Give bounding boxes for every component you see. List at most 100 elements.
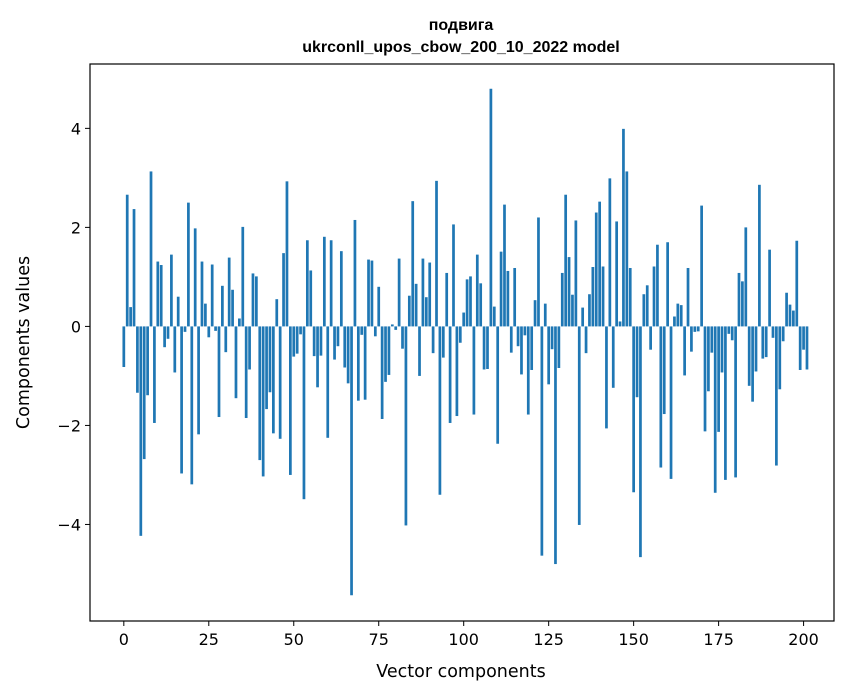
bar-32 bbox=[231, 289, 234, 327]
bar-95 bbox=[445, 272, 449, 327]
bar-144 bbox=[611, 326, 615, 388]
bar-87 bbox=[418, 326, 421, 376]
bar-72 bbox=[367, 259, 370, 327]
bar-82 bbox=[401, 326, 404, 349]
bar-194 bbox=[781, 326, 785, 342]
x-tick-label: 125 bbox=[533, 630, 564, 649]
bar-66 bbox=[346, 326, 350, 384]
bar-175 bbox=[717, 326, 720, 432]
bar-70 bbox=[360, 326, 364, 335]
bar-76 bbox=[380, 326, 384, 419]
bar-43 bbox=[268, 326, 272, 393]
bar-97 bbox=[452, 224, 455, 327]
bar-100 bbox=[462, 312, 466, 327]
bar-15 bbox=[173, 326, 177, 373]
x-tick-label: 200 bbox=[788, 630, 819, 649]
bar-74 bbox=[373, 326, 377, 337]
bar-5 bbox=[139, 326, 143, 536]
bar-102 bbox=[469, 276, 472, 327]
bar-60 bbox=[326, 326, 330, 438]
bar-79 bbox=[390, 324, 394, 327]
bar-139 bbox=[594, 212, 598, 327]
chart-title-line1: подвига bbox=[429, 17, 494, 34]
bar-129 bbox=[560, 272, 564, 327]
bar-163 bbox=[676, 303, 680, 327]
bar-80 bbox=[394, 326, 398, 330]
bar-154 bbox=[645, 285, 649, 327]
bar-127 bbox=[554, 326, 557, 565]
bar-93 bbox=[438, 326, 442, 495]
bar-55 bbox=[309, 270, 313, 327]
bar-140 bbox=[598, 201, 602, 327]
bar-189 bbox=[764, 326, 768, 358]
bar-173 bbox=[710, 326, 714, 353]
bar-103 bbox=[472, 326, 476, 415]
bar-65 bbox=[343, 326, 347, 368]
bar-83 bbox=[404, 326, 408, 526]
bar-12 bbox=[163, 326, 166, 348]
bar-47 bbox=[282, 253, 285, 327]
bar-196 bbox=[788, 304, 792, 327]
bar-63 bbox=[336, 326, 340, 347]
bar-45 bbox=[275, 299, 279, 327]
bar-193 bbox=[778, 326, 782, 390]
bar-10 bbox=[156, 261, 160, 327]
x-tick-label: 175 bbox=[703, 630, 734, 649]
bar-19 bbox=[187, 202, 190, 327]
x-tick-label: 0 bbox=[119, 630, 129, 649]
bar-160 bbox=[666, 242, 669, 327]
bar-23 bbox=[200, 261, 204, 327]
bar-56 bbox=[312, 326, 316, 357]
bar-8 bbox=[149, 171, 153, 327]
bar-37 bbox=[248, 326, 251, 370]
bar-141 bbox=[601, 266, 605, 327]
x-axis-ticks: 0 25 50 75 100 125 150 175 200 bbox=[119, 621, 819, 649]
y-tick-label: 2 bbox=[71, 218, 81, 237]
bar-25 bbox=[207, 326, 211, 338]
bar-62 bbox=[333, 326, 336, 360]
bar-137 bbox=[588, 294, 591, 327]
bar-132 bbox=[571, 294, 574, 327]
bar-13 bbox=[166, 326, 170, 339]
bar-64 bbox=[339, 251, 343, 327]
bar-172 bbox=[707, 326, 710, 392]
x-tick-label: 100 bbox=[448, 630, 479, 649]
bar-134 bbox=[577, 326, 581, 525]
bar-89 bbox=[424, 297, 428, 327]
bar-106 bbox=[482, 326, 486, 370]
bar-109 bbox=[492, 306, 496, 327]
bar-105 bbox=[479, 283, 483, 327]
bar-53 bbox=[302, 326, 306, 500]
bar-122 bbox=[537, 217, 540, 327]
bar-146 bbox=[618, 321, 622, 327]
bar-165 bbox=[683, 326, 686, 376]
bar-67 bbox=[350, 326, 353, 596]
bar-9 bbox=[153, 326, 156, 423]
bar-164 bbox=[679, 305, 683, 327]
bar-156 bbox=[652, 266, 656, 327]
bar-182 bbox=[741, 281, 744, 327]
x-tick-label: 75 bbox=[369, 630, 389, 649]
bar-148 bbox=[625, 171, 629, 327]
bar-31 bbox=[227, 257, 231, 327]
bar-21 bbox=[193, 228, 197, 327]
bar-150 bbox=[632, 326, 635, 493]
bar-124 bbox=[543, 303, 547, 327]
bar-136 bbox=[584, 326, 588, 354]
bar-51 bbox=[295, 326, 299, 354]
bar-195 bbox=[785, 292, 788, 327]
bar-3 bbox=[132, 209, 136, 327]
bar-112 bbox=[503, 204, 506, 327]
bar-121 bbox=[533, 300, 537, 327]
bar-111 bbox=[499, 251, 503, 327]
bar-147 bbox=[622, 128, 625, 327]
bar-178 bbox=[727, 326, 731, 334]
bar-128 bbox=[557, 326, 561, 368]
bar-174 bbox=[713, 326, 717, 493]
bar-61 bbox=[329, 240, 333, 327]
bar-180 bbox=[734, 326, 737, 478]
bar-108 bbox=[489, 88, 493, 327]
bar-117 bbox=[520, 326, 523, 375]
bar-135 bbox=[581, 307, 585, 327]
